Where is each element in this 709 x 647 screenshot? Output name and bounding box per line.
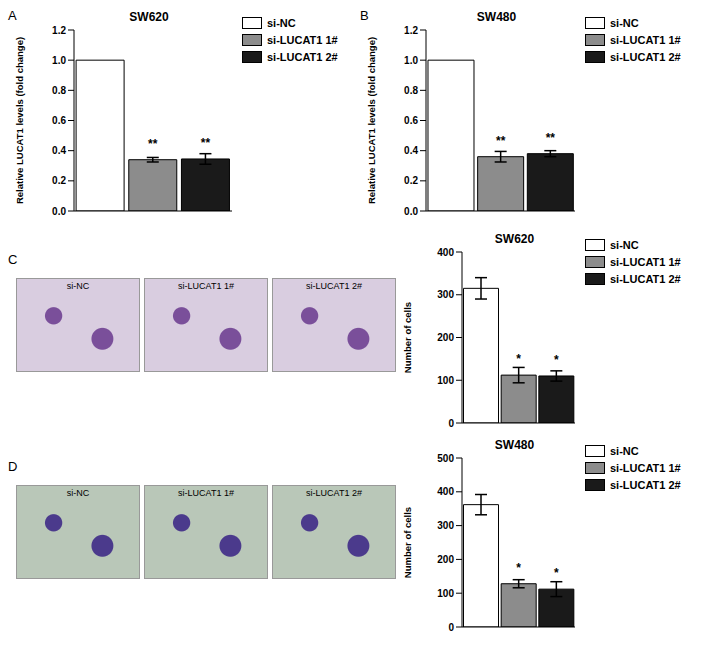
svg-text:*: * xyxy=(516,352,521,366)
svg-text:1.2: 1.2 xyxy=(404,25,418,36)
html-text:A: A xyxy=(8,8,17,23)
svg-text:0.8: 0.8 xyxy=(404,85,418,96)
svg-text:0.8: 0.8 xyxy=(52,85,66,96)
svg-text:200: 200 xyxy=(437,554,454,565)
svg-text:100: 100 xyxy=(437,375,454,386)
html-text:B: B xyxy=(360,8,369,23)
html-text:si-LUCAT1 1#: si-LUCAT1 1# xyxy=(178,281,234,291)
html-text:si-LUCAT1 1#: si-LUCAT1 1# xyxy=(178,488,234,498)
svg-text:*: * xyxy=(516,561,521,575)
html-text:si-NC: si-NC xyxy=(610,444,639,457)
svg-text:Number of cells: Number of cells xyxy=(402,507,413,578)
svg-text:0: 0 xyxy=(448,622,454,633)
svg-text:**: ** xyxy=(496,134,506,148)
svg-text:*: * xyxy=(554,353,559,367)
svg-text:400: 400 xyxy=(437,247,454,258)
svg-text:0.6: 0.6 xyxy=(404,115,418,126)
svg-text:Number of cells: Number of cells xyxy=(402,302,413,373)
html-text:SW480: SW480 xyxy=(476,10,517,24)
html-text:si-LUCAT1 2#: si-LUCAT1 2# xyxy=(267,50,338,63)
svg-text:0.6: 0.6 xyxy=(52,115,66,126)
svg-text:**: ** xyxy=(546,131,556,145)
svg-text:0.0: 0.0 xyxy=(404,206,418,217)
svg-text:0.2: 0.2 xyxy=(52,175,66,186)
html-text:si-LUCAT1 2#: si-LUCAT1 2# xyxy=(610,478,681,491)
svg-text:500: 500 xyxy=(437,453,454,464)
svg-text:0.0: 0.0 xyxy=(52,206,66,217)
html-text:D: D xyxy=(8,459,18,474)
html-text:si-LUCAT1 1#: si-LUCAT1 1# xyxy=(610,33,681,46)
html-text:si-LUCAT1 2#: si-LUCAT1 2# xyxy=(610,272,681,285)
svg-text:0.4: 0.4 xyxy=(404,145,418,156)
svg-text:200: 200 xyxy=(437,332,454,343)
svg-text:1.0: 1.0 xyxy=(404,55,418,66)
html-text:SW480: SW480 xyxy=(494,438,535,452)
svg-text:Relative LUCAT1 levels (fold c: Relative LUCAT1 levels (fold change) xyxy=(14,37,25,204)
svg-text:**: ** xyxy=(148,137,158,151)
html-text:si-LUCAT1 1#: si-LUCAT1 1# xyxy=(610,461,681,474)
html-text:SW620: SW620 xyxy=(494,232,535,246)
html-text:si-LUCAT1 1#: si-LUCAT1 1# xyxy=(610,255,681,268)
svg-text:100: 100 xyxy=(437,588,454,599)
svg-text:300: 300 xyxy=(437,289,454,300)
html-text:si-LUCAT1 1#: si-LUCAT1 1# xyxy=(267,33,338,46)
svg-text:Relative LUCAT1 levels (fold c: Relative LUCAT1 levels (fold change) xyxy=(366,37,377,204)
html-text:si-LUCAT1 2#: si-LUCAT1 2# xyxy=(306,488,362,498)
svg-text:0.4: 0.4 xyxy=(52,145,66,156)
html-text:si-NC: si-NC xyxy=(66,281,90,291)
html-text:si-NC: si-NC xyxy=(267,16,296,29)
html-text:si-NC: si-NC xyxy=(610,16,639,29)
svg-text:0: 0 xyxy=(448,418,454,429)
html-text:si-LUCAT1 2#: si-LUCAT1 2# xyxy=(610,50,681,63)
svg-text:0.2: 0.2 xyxy=(404,175,418,186)
svg-text:*: * xyxy=(554,566,559,580)
svg-text:**: ** xyxy=(201,136,211,150)
svg-text:300: 300 xyxy=(437,520,454,531)
svg-text:1.2: 1.2 xyxy=(52,25,66,36)
html-text:si-NC: si-NC xyxy=(610,238,639,251)
svg-text:400: 400 xyxy=(437,486,454,497)
svg-text:1.0: 1.0 xyxy=(52,55,66,66)
html-text:SW620: SW620 xyxy=(129,10,169,24)
html-text:C: C xyxy=(8,252,18,267)
html-text:si-NC: si-NC xyxy=(66,488,90,498)
html-text:si-LUCAT1 2#: si-LUCAT1 2# xyxy=(306,281,362,291)
